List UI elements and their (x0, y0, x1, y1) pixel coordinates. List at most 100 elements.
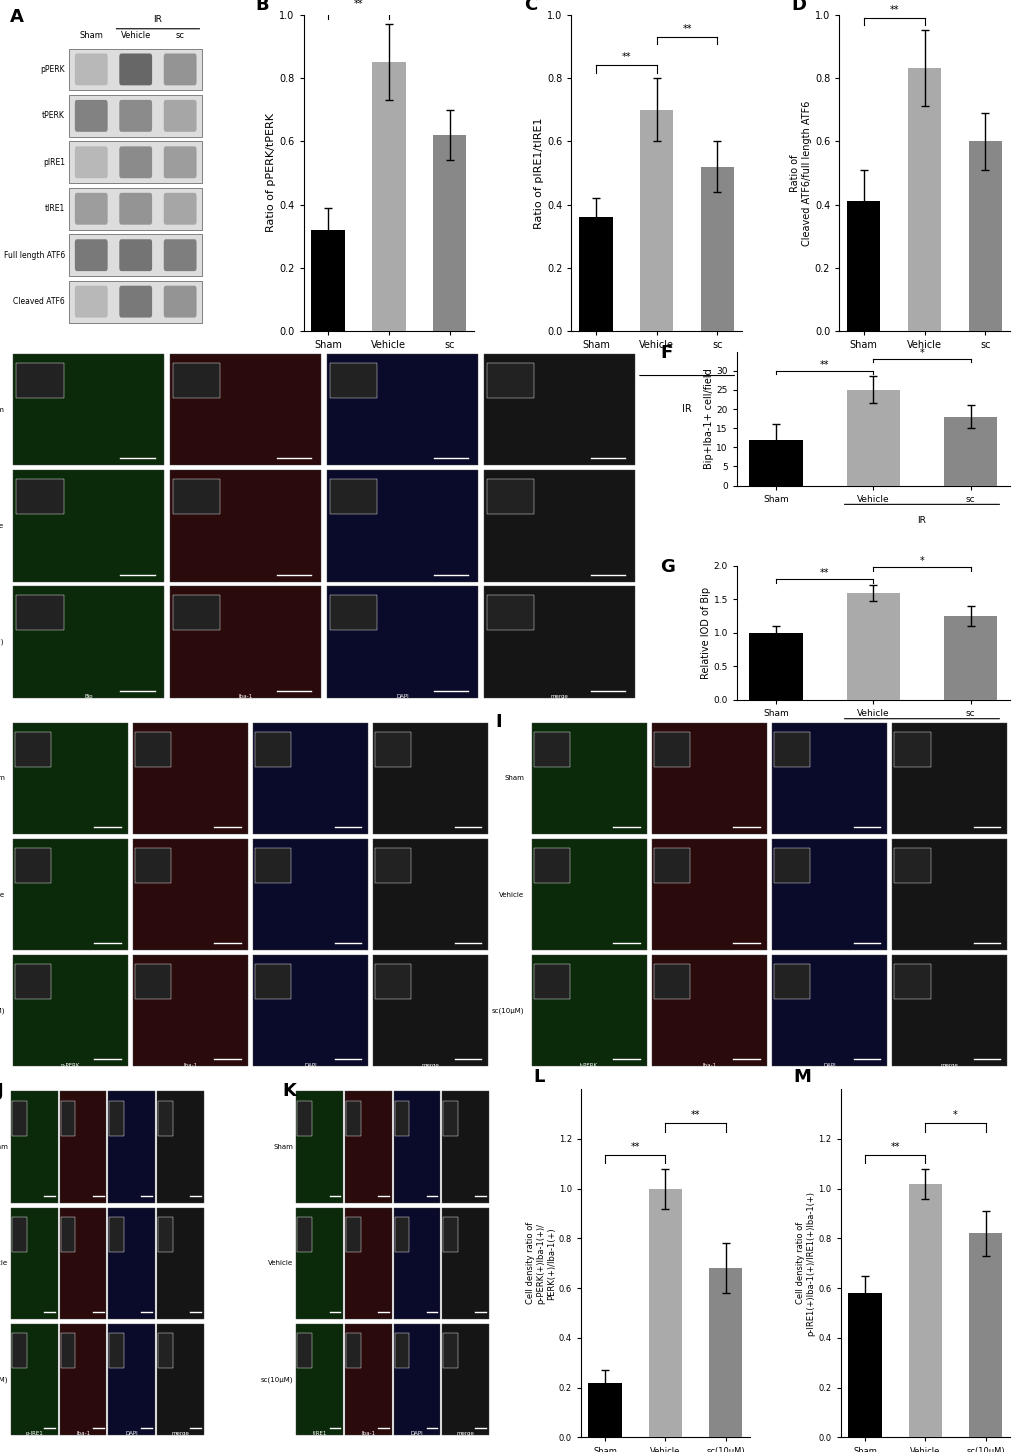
Text: IR: IR (917, 517, 925, 526)
Bar (297, 1092, 342, 1202)
Text: I: I (495, 713, 501, 732)
Y-axis label: Ratio of
Cleaved ATF6/full length ATF6: Ratio of Cleaved ATF6/full length ATF6 (790, 100, 811, 245)
Bar (13, 354, 164, 466)
Text: p-PERK: p-PERK (60, 1063, 79, 1067)
Bar (16, 363, 63, 398)
Bar (651, 955, 766, 1066)
Text: sc(10μM): sc(10μM) (0, 1376, 8, 1382)
Bar (16, 595, 63, 630)
Bar (708, 1268, 742, 1437)
Bar (749, 440, 802, 485)
Bar (253, 955, 368, 1066)
FancyBboxPatch shape (69, 141, 202, 183)
Text: **: ** (890, 1141, 899, 1151)
Bar (61, 1101, 75, 1135)
Bar (60, 1324, 106, 1435)
Bar (170, 470, 321, 581)
Bar (170, 354, 321, 466)
Text: sc(10μM): sc(10μM) (0, 639, 4, 645)
Text: **: ** (682, 23, 691, 33)
Bar (771, 839, 887, 950)
Bar (943, 616, 997, 700)
Bar (531, 839, 646, 950)
Text: IR: IR (414, 404, 424, 414)
Text: *: * (919, 348, 923, 357)
Bar (846, 391, 899, 485)
Bar (373, 955, 488, 1066)
Text: Vehicle: Vehicle (0, 1260, 8, 1266)
Bar (158, 1333, 172, 1368)
Bar (908, 1183, 941, 1437)
Bar (534, 964, 570, 999)
Bar (344, 1092, 391, 1202)
Text: DAPI: DAPI (125, 1432, 138, 1436)
Text: merge: merge (171, 1432, 190, 1436)
Text: Vehicle: Vehicle (499, 892, 524, 897)
FancyBboxPatch shape (164, 54, 197, 86)
Bar (345, 1217, 361, 1252)
Bar (375, 732, 411, 767)
Bar (61, 1217, 75, 1252)
Bar (255, 964, 291, 999)
Bar (11, 1324, 58, 1435)
Bar (846, 202, 879, 331)
Bar (311, 229, 344, 331)
FancyBboxPatch shape (69, 187, 202, 229)
Text: Sham: Sham (504, 775, 524, 781)
Text: Vehicle: Vehicle (268, 1260, 293, 1266)
Bar (16, 479, 63, 514)
FancyBboxPatch shape (69, 48, 202, 90)
Bar (487, 595, 534, 630)
Bar (173, 479, 220, 514)
Bar (345, 1101, 361, 1135)
Text: merge: merge (940, 1063, 958, 1067)
Text: Vehicle: Vehicle (120, 30, 151, 39)
Text: Iba-1: Iba-1 (702, 1063, 715, 1067)
Text: Full length ATF6: Full length ATF6 (4, 251, 65, 260)
Bar (344, 1324, 391, 1435)
Bar (771, 723, 887, 833)
Bar (442, 1324, 488, 1435)
Bar (894, 964, 929, 999)
Text: *: * (952, 1111, 957, 1121)
Bar (653, 732, 690, 767)
Text: p-IRE1: p-IRE1 (25, 1432, 44, 1436)
Bar (484, 354, 634, 466)
Text: Sham: Sham (79, 30, 103, 39)
Bar (12, 839, 127, 950)
Bar (255, 732, 291, 767)
Text: B: B (256, 0, 269, 13)
Text: **: ** (889, 4, 898, 15)
Bar (12, 1217, 26, 1252)
FancyBboxPatch shape (74, 193, 108, 225)
Bar (848, 1294, 880, 1437)
FancyBboxPatch shape (164, 240, 197, 272)
Bar (12, 723, 127, 833)
Bar (170, 587, 321, 697)
Bar (132, 955, 248, 1066)
Text: Sham: Sham (0, 1144, 8, 1150)
Bar (700, 167, 734, 331)
Bar (639, 109, 673, 331)
Text: tIRE1: tIRE1 (45, 205, 65, 213)
Bar (12, 1101, 26, 1135)
FancyBboxPatch shape (74, 147, 108, 179)
Bar (892, 839, 1007, 950)
Bar (173, 363, 220, 398)
Bar (442, 1092, 488, 1202)
Bar (11, 1092, 58, 1202)
Bar (394, 1333, 409, 1368)
Text: t-PERK: t-PERK (580, 1063, 598, 1067)
Text: DAPI: DAPI (822, 1063, 836, 1067)
Bar (297, 1324, 342, 1435)
FancyBboxPatch shape (164, 193, 197, 225)
Bar (487, 363, 534, 398)
FancyBboxPatch shape (164, 286, 197, 318)
FancyBboxPatch shape (69, 94, 202, 136)
Bar (135, 964, 171, 999)
Text: merge: merge (421, 1063, 439, 1067)
FancyBboxPatch shape (119, 286, 152, 318)
Bar (157, 1324, 204, 1435)
Text: merge: merge (550, 694, 568, 698)
Y-axis label: Ratio of pIRE1/tIRE1: Ratio of pIRE1/tIRE1 (534, 118, 544, 228)
